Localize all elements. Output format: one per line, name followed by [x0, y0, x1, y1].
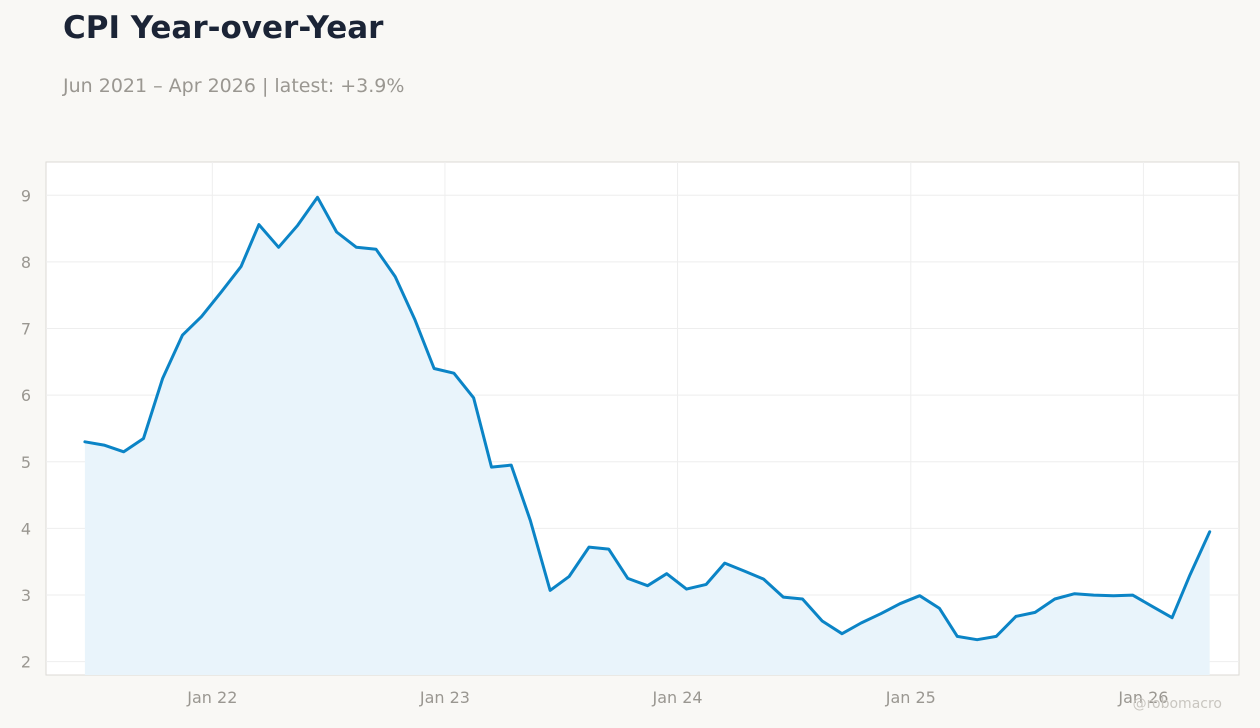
y-tick-label: 9 — [21, 186, 31, 205]
y-tick-label: 4 — [21, 519, 31, 538]
x-tick-label: Jan 25 — [885, 688, 936, 707]
x-axis: Jan 22 Jan 23 Jan 24 Jan 25 Jan 26 — [186, 688, 1168, 707]
line-layer — [83, 195, 1212, 642]
x-tick-label: Jan 24 — [651, 688, 702, 707]
watermark: @robomacro — [1132, 696, 1222, 712]
y-tick-label: 2 — [21, 653, 31, 672]
y-tick-label: 6 — [21, 386, 31, 405]
series-area — [84, 197, 1210, 676]
x-tick-label: Jan 22 — [186, 688, 237, 707]
area-layer — [84, 197, 1210, 676]
y-tick-label: 3 — [21, 586, 31, 605]
y-tick-label: 5 — [21, 453, 31, 472]
y-tick-label: 7 — [21, 320, 31, 339]
chart-title: CPI Year-over-Year — [63, 10, 384, 46]
x-tick-label: Jan 26 — [1117, 688, 1168, 707]
y-axis: 2 3 4 5 6 7 8 9 — [21, 186, 31, 671]
chart-subtitle: Jun 2021 – Apr 2026 | latest: +3.9% — [63, 75, 405, 97]
y-tick-label: 8 — [21, 253, 31, 272]
series-line — [83, 195, 1212, 642]
x-tick-label: Jan 23 — [419, 688, 470, 707]
